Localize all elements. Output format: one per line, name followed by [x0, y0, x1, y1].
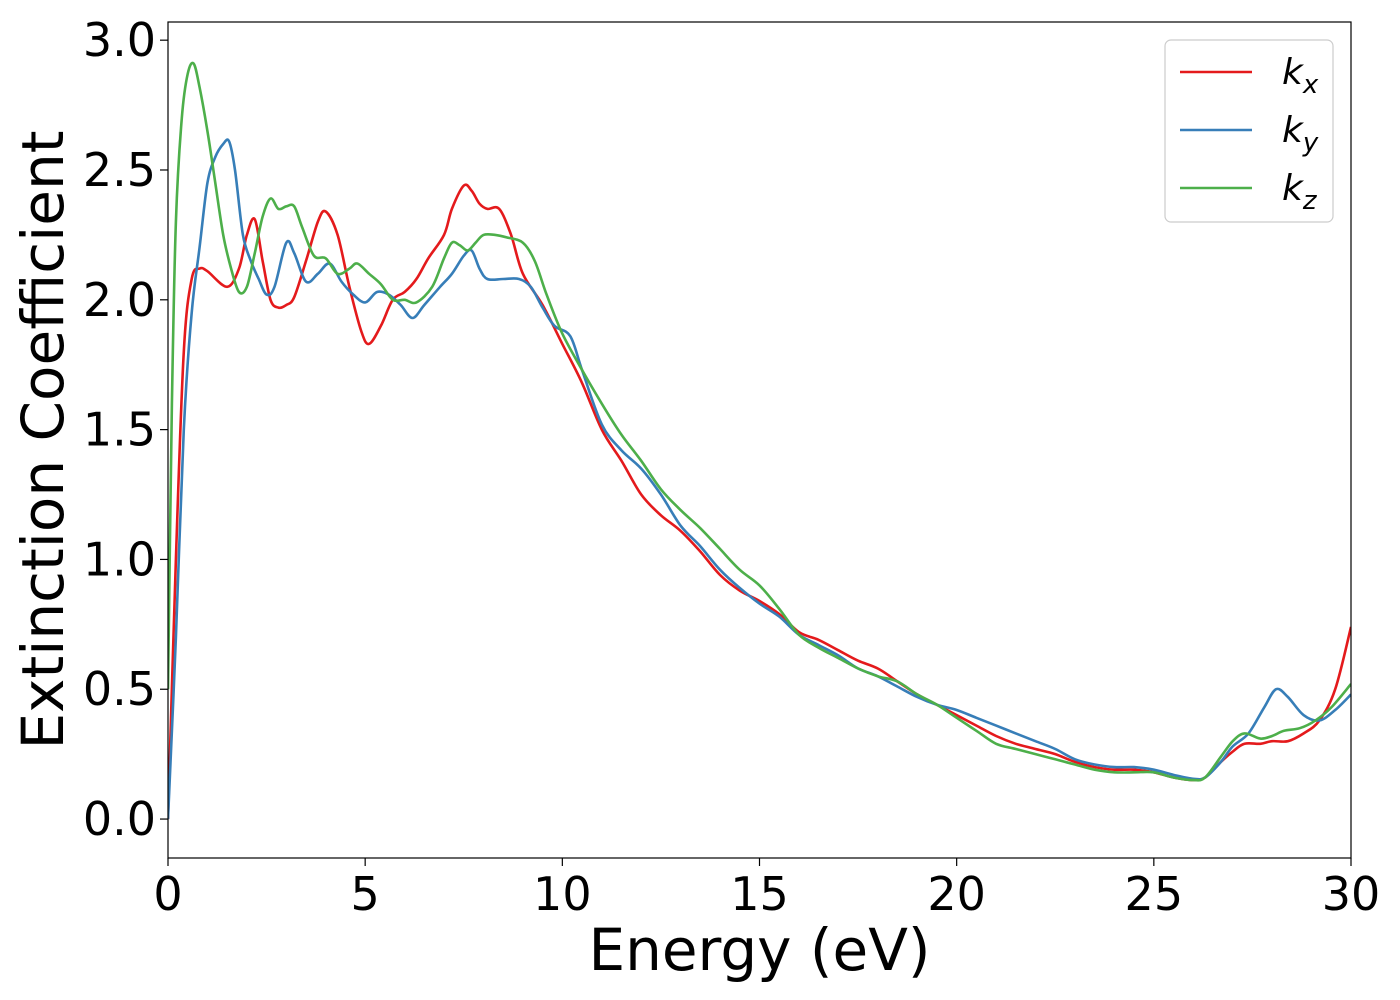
legend-label-k_x: kx [1282, 52, 1319, 100]
x-tick-label: 5 [351, 867, 380, 921]
y-tick-label: 0.5 [83, 662, 156, 716]
y-tick-label: 1.0 [83, 532, 156, 586]
x-tick-label: 25 [1125, 867, 1184, 921]
legend-label-k_y: ky [1282, 110, 1319, 158]
legend: kx ky kz [1164, 39, 1334, 223]
y-tick-label: 1.5 [83, 403, 156, 457]
x-axis-ticks: 0 5 10 15 20 25 30 [153, 858, 1380, 921]
y-tick-label: 2.0 [83, 273, 156, 327]
x-tick-label: 10 [533, 867, 592, 921]
series-layer [168, 61, 1351, 820]
x-tick-label: 30 [1322, 867, 1381, 921]
series-line-k_x [168, 183, 1351, 820]
x-tick-label: 20 [927, 867, 986, 921]
x-tick-label: 0 [153, 867, 182, 921]
x-axis-title: Energy (eV) [588, 916, 930, 984]
plot-background [168, 22, 1351, 858]
y-axis-title: Extinction Coefficient [9, 131, 77, 750]
series-line-k_z [168, 61, 1351, 782]
y-tick-label: 3.0 [83, 13, 156, 67]
y-tick-label: 2.5 [83, 143, 156, 197]
legend-label-k_z: kz [1282, 168, 1318, 216]
x-tick-label: 15 [730, 867, 789, 921]
y-tick-label: 0.0 [83, 792, 156, 846]
y-axis-ticks: 0.0 0.5 1.0 1.5 2.0 2.5 3.0 [83, 13, 168, 846]
